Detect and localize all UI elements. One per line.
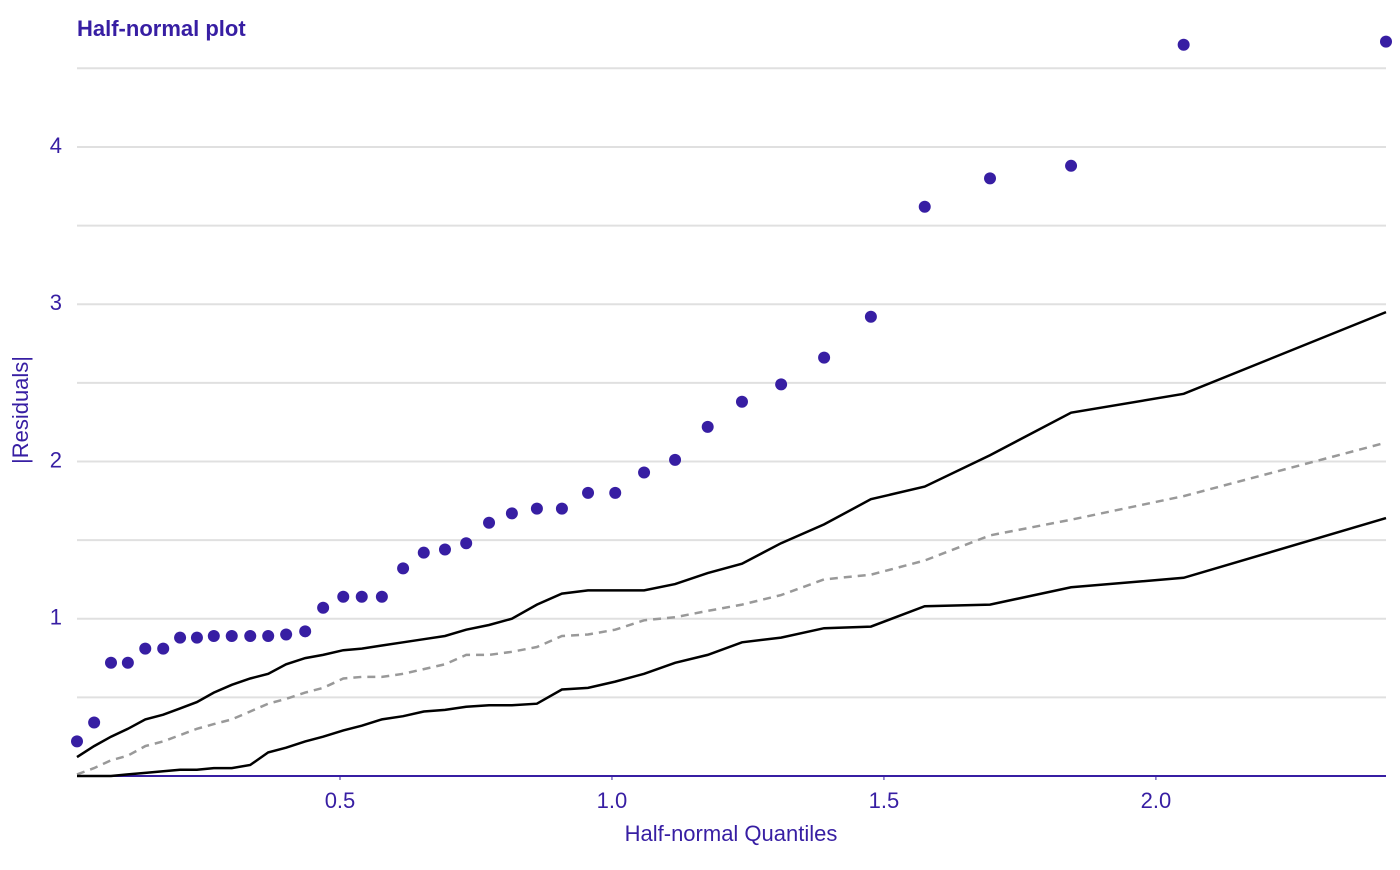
point [638,466,651,479]
envelope-line [76,310,1387,759]
point [225,630,238,643]
point [375,590,388,603]
point [262,630,275,643]
x-axis-label: Half-normal Quantiles [625,821,838,846]
point [397,562,410,575]
point [555,502,568,515]
point [1065,159,1078,172]
point [775,378,788,391]
point [505,507,518,520]
point [984,172,997,185]
x-tick-label: 2.0 [1141,788,1172,813]
point [299,625,312,638]
point [280,628,293,641]
point [460,537,473,550]
y-tick-label: 4 [50,133,62,158]
chart-title: Half-normal plot [77,16,246,41]
point [417,546,430,559]
x-tick-label: 0.5 [325,788,356,813]
point [582,486,595,499]
point [818,351,831,364]
point [918,200,931,213]
point [438,543,451,556]
envelope-line [76,441,1387,776]
y-tick-label: 1 [50,605,62,630]
point [355,590,368,603]
point [530,502,543,515]
y-tick-label: 3 [50,290,62,315]
point [88,716,101,729]
point [71,735,83,748]
envelope-line [77,516,1387,778]
point [317,601,330,614]
point [669,453,682,466]
y-axis-label: |Residuals| [8,356,33,464]
point [121,656,134,669]
point [157,642,170,655]
point [207,630,220,643]
x-tick-label: 1.5 [869,788,900,813]
point [139,642,152,655]
point [1380,35,1392,48]
point [735,395,748,408]
point [609,486,622,499]
x-tick-label: 1.0 [597,788,628,813]
point [244,630,257,643]
point [104,656,117,669]
point [337,590,350,603]
point [864,310,877,323]
point [701,420,714,433]
point [190,631,203,644]
y-tick-label: 2 [50,447,62,472]
point [174,631,187,644]
point [483,516,496,529]
point [1177,38,1190,51]
